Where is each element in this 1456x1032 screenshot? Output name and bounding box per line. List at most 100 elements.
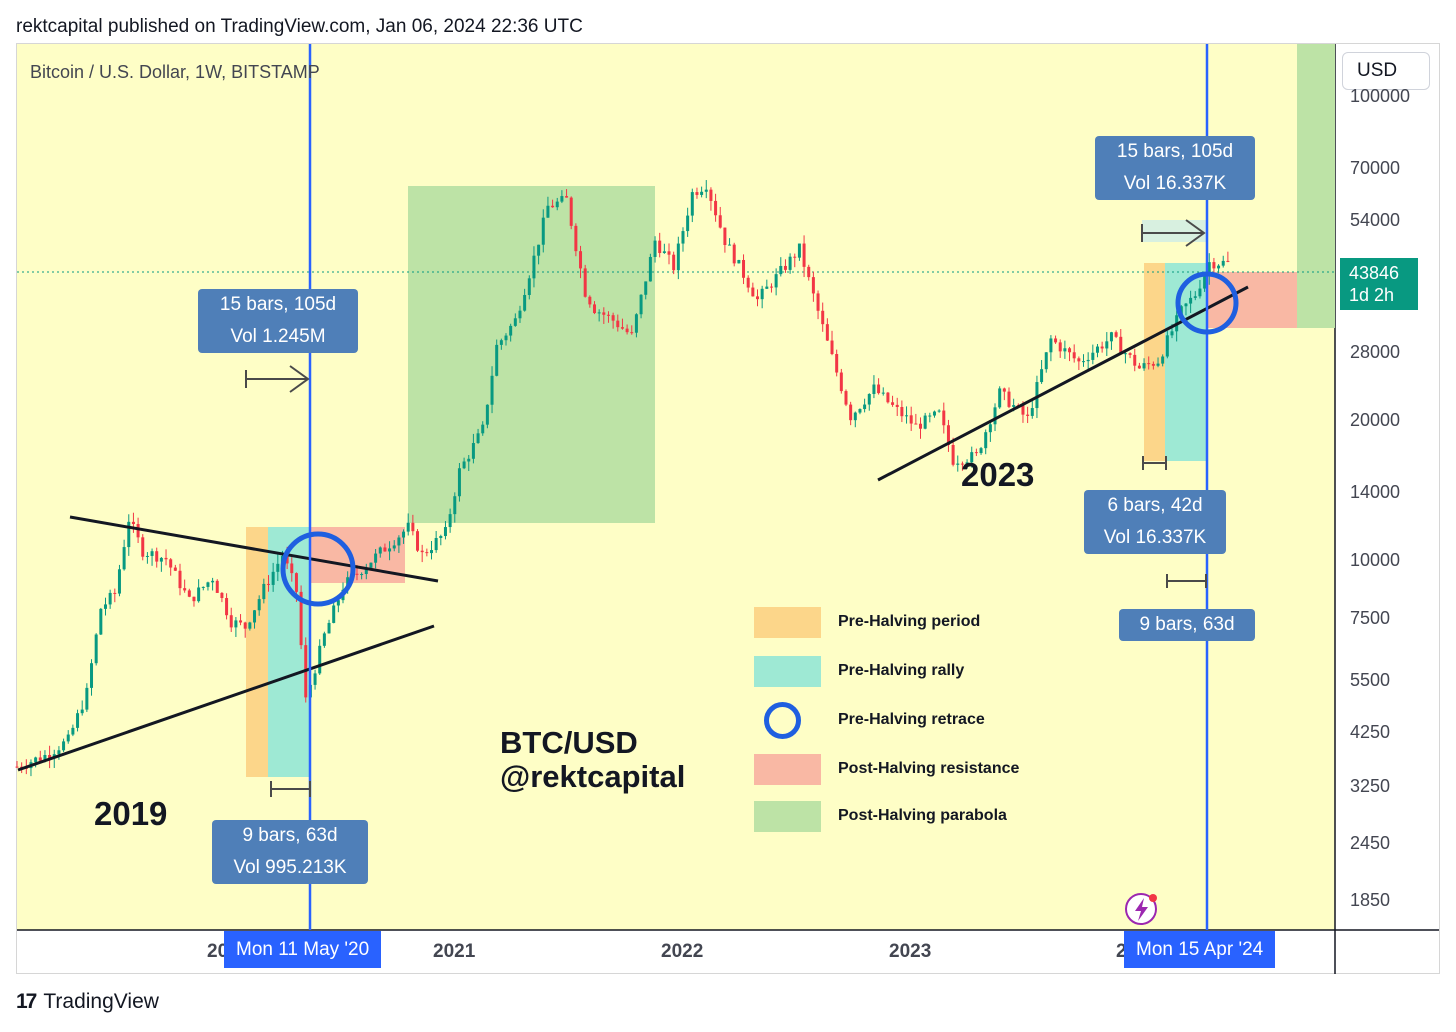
candle-down bbox=[1147, 363, 1151, 365]
candle-down bbox=[611, 315, 615, 321]
legend-label: Pre-Halving period bbox=[838, 613, 981, 630]
y-axis-tick-label: 70000 bbox=[1350, 157, 1401, 178]
candle-up bbox=[956, 463, 960, 465]
badge-volume-text: Vol 16.337K bbox=[1103, 527, 1207, 548]
y-axis-tick-label: 100000 bbox=[1350, 85, 1411, 106]
candle-up bbox=[360, 574, 364, 576]
currency-selector[interactable]: USD bbox=[1342, 52, 1430, 90]
candle-up bbox=[872, 384, 876, 395]
candle-down bbox=[1058, 342, 1062, 352]
candle-up bbox=[490, 375, 494, 405]
candle-up bbox=[434, 537, 438, 551]
candle-down bbox=[835, 354, 839, 373]
measure-badge-left-top: 15 bars, 105d Vol 1.245M bbox=[198, 289, 358, 353]
legend-swatch bbox=[754, 607, 821, 638]
y-axis-tick-label: 28000 bbox=[1350, 342, 1401, 363]
candle-up bbox=[700, 191, 704, 195]
candle-up bbox=[90, 663, 94, 688]
candle-up bbox=[392, 545, 396, 549]
candle-up bbox=[797, 243, 801, 258]
candle-up bbox=[471, 443, 475, 459]
candle-down bbox=[723, 227, 727, 246]
candle-down bbox=[974, 452, 978, 454]
candle-up bbox=[103, 604, 107, 609]
y-axis-tick-label: 20000 bbox=[1350, 410, 1401, 431]
badge-bars-text: 6 bars, 42d bbox=[1107, 495, 1203, 516]
candle-up bbox=[1030, 408, 1034, 416]
y-axis-tick-label: 14000 bbox=[1350, 481, 1401, 502]
candle-up bbox=[690, 192, 694, 216]
candle-up bbox=[555, 201, 559, 208]
candle-down bbox=[229, 615, 233, 628]
measure-badge-right-mid: 6 bars, 42d Vol 16.337K bbox=[1084, 490, 1226, 554]
candle-down bbox=[695, 192, 699, 195]
candle-down bbox=[946, 425, 950, 445]
candle-up bbox=[429, 550, 433, 554]
candle-down bbox=[266, 583, 270, 585]
badge-volume-text: Vol 1.245M bbox=[230, 326, 326, 347]
candle-up bbox=[1189, 297, 1193, 304]
candle-up bbox=[1170, 331, 1174, 336]
y-axis-tick-label: 4250 bbox=[1350, 722, 1391, 743]
candle-down bbox=[821, 310, 825, 325]
candle-down bbox=[951, 444, 955, 465]
candle-up bbox=[788, 256, 792, 270]
candle-up bbox=[248, 622, 252, 629]
publish-header: rektcapital published on TradingView.com… bbox=[16, 16, 583, 37]
badge-volume-text: Vol 995.213K bbox=[233, 857, 347, 878]
candle-down bbox=[942, 410, 946, 426]
candle-up bbox=[336, 600, 340, 606]
x-axis-label-2021: 2021 bbox=[433, 941, 476, 962]
support-trendline-2019 bbox=[17, 624, 435, 772]
range-marker-right-mid bbox=[1142, 456, 1167, 470]
candle-up bbox=[322, 633, 326, 646]
candle-down bbox=[131, 521, 135, 525]
candle-down bbox=[802, 243, 806, 267]
candle-down bbox=[1119, 336, 1123, 354]
candle-up bbox=[998, 388, 1002, 408]
candle-down bbox=[155, 551, 159, 562]
candle-up bbox=[905, 415, 909, 417]
candle-down bbox=[783, 265, 787, 270]
pre-halving-retrace-circle-2024 bbox=[1175, 271, 1239, 335]
candle-up bbox=[332, 605, 336, 623]
candle-down bbox=[113, 592, 117, 594]
candle-up bbox=[1091, 352, 1095, 360]
x-axis-label-2020-partial: 20 bbox=[207, 941, 229, 962]
candle-down bbox=[355, 573, 359, 575]
range-marker-right-bottom bbox=[1166, 574, 1207, 588]
candle-up bbox=[378, 547, 382, 554]
candle-down bbox=[886, 392, 890, 403]
candle-up bbox=[402, 531, 406, 538]
candle-down bbox=[178, 570, 182, 589]
candle-up bbox=[374, 553, 378, 563]
badge-bars-text: 15 bars, 105d bbox=[219, 294, 337, 315]
candle-down bbox=[756, 296, 760, 300]
candle-down bbox=[742, 259, 746, 278]
legend-label: Post-Halving resistance bbox=[838, 760, 1020, 777]
tradingview-logo-icon: 17 bbox=[16, 990, 37, 1013]
candle-up bbox=[406, 522, 410, 532]
candle-down bbox=[844, 391, 848, 405]
candle-down bbox=[169, 559, 173, 568]
candle-up bbox=[993, 407, 997, 425]
candle-up bbox=[201, 586, 205, 588]
candle-up bbox=[197, 587, 201, 602]
tradingview-footer[interactable]: 17 TradingView bbox=[16, 990, 159, 1014]
y-axis-tick-label: 3250 bbox=[1350, 776, 1391, 797]
candle-down bbox=[383, 547, 387, 552]
candle-up bbox=[1221, 260, 1225, 266]
candle-down bbox=[667, 251, 671, 255]
candle-up bbox=[597, 312, 601, 314]
candle-down bbox=[1077, 358, 1081, 362]
range-box-2024 bbox=[1142, 220, 1206, 242]
candle-down bbox=[630, 332, 634, 334]
legend-item-pre-halving-rally: Pre-Halving rally bbox=[754, 656, 1054, 688]
legend-item-pre-halving-retrace: Pre-Halving retrace bbox=[754, 702, 1054, 739]
candle-up bbox=[211, 580, 215, 583]
candle-down bbox=[616, 320, 620, 328]
candle-down bbox=[816, 293, 820, 311]
candle-down bbox=[136, 524, 140, 538]
badge-bars-text: 15 bars, 105d bbox=[1116, 141, 1234, 162]
badge-volume-text: Vol 16.337K bbox=[1123, 173, 1227, 194]
